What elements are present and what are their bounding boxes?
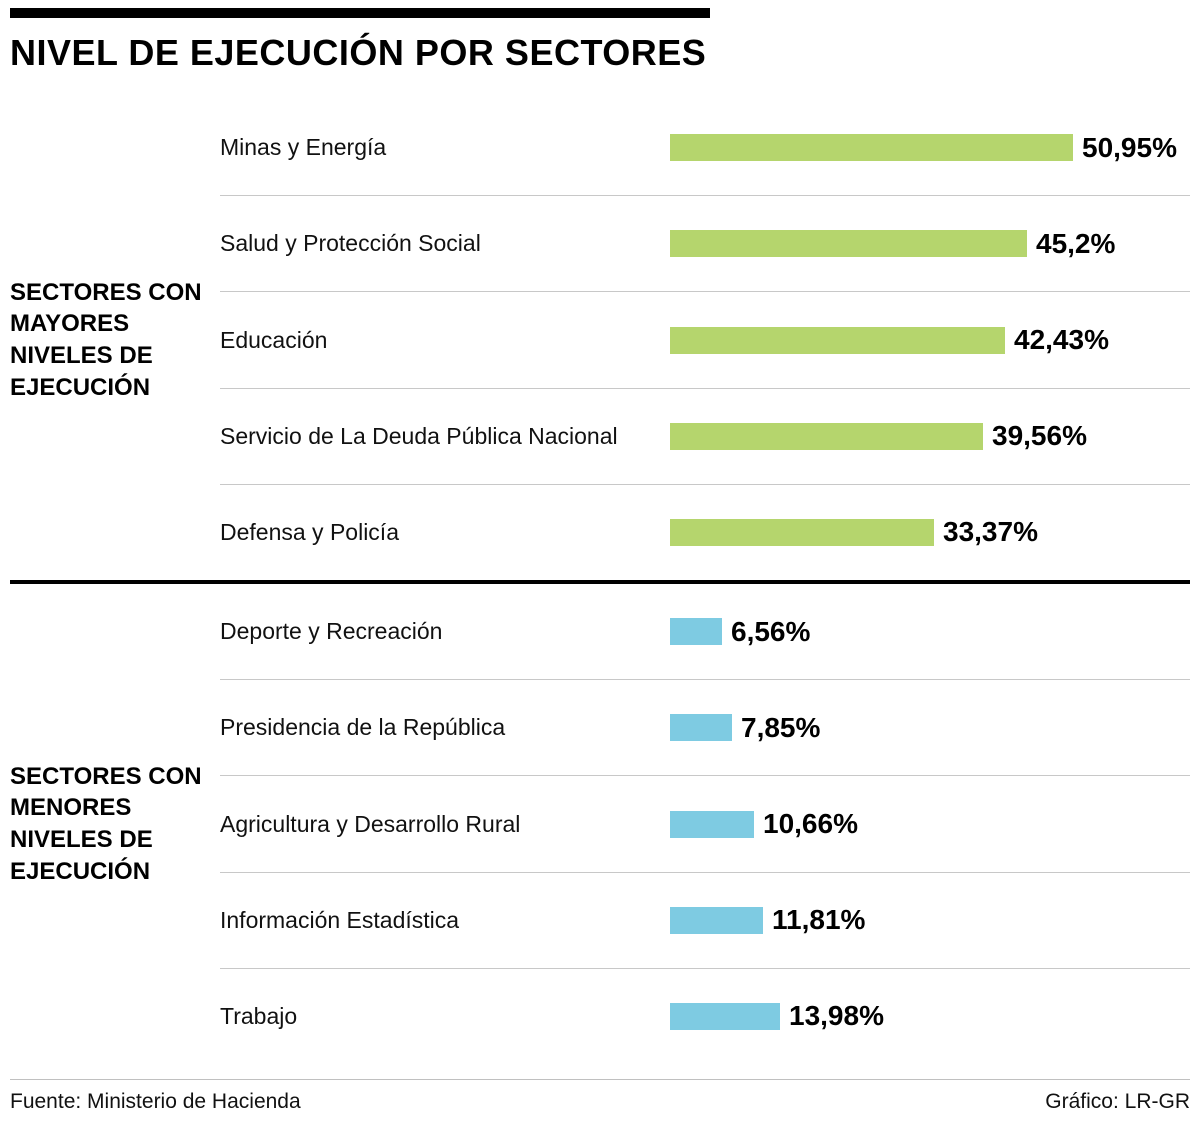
bar-area: 50,95%: [670, 132, 1190, 164]
group-mayores: SECTORES CON MAYORES NIVELES DE EJECUCIÓ…: [10, 100, 1190, 580]
bar-row: Trabajo 13,98%: [220, 969, 1190, 1064]
value-label: 50,95%: [1082, 131, 1177, 163]
bar-area: 42,43%: [670, 324, 1190, 356]
bar-area: 39,56%: [670, 420, 1190, 452]
bar-area: 45,2%: [670, 228, 1190, 260]
bar: [670, 714, 732, 742]
category-label: Defensa y Policía: [220, 518, 399, 545]
bar-area: 6,56%: [670, 616, 1190, 648]
bar: [670, 134, 1073, 162]
group-divider: [10, 580, 1190, 584]
graphic-credit: Gráfico: LR-GR: [1045, 1090, 1190, 1113]
chart-footer: Fuente: Ministerio de Hacienda Gráfico: …: [10, 1079, 1190, 1124]
category-label: Educación: [220, 326, 328, 353]
bar-area: 33,37%: [670, 516, 1190, 548]
value-label: 7,85%: [741, 711, 821, 743]
category-label: Deporte y Recreación: [220, 618, 443, 645]
category-label: Información Estadística: [220, 906, 460, 933]
bar-row: Educación 42,43%: [220, 292, 1190, 389]
bar-area: 10,66%: [670, 808, 1190, 840]
category-label: Presidencia de la República: [220, 714, 506, 741]
bar-row: Defensa y Policía 33,37%: [220, 485, 1190, 580]
bar-row: Minas y Energía 50,95%: [220, 100, 1190, 197]
bar-row: Agricultura y Desarrollo Rural 10,66%: [220, 776, 1190, 873]
bar-area: 11,81%: [670, 904, 1190, 936]
bar-row: Presidencia de la República 7,85%: [220, 680, 1190, 777]
value-label: 39,56%: [992, 420, 1087, 452]
bar: [670, 618, 722, 646]
bar-area: 13,98%: [670, 1000, 1190, 1032]
group-rows-menores: Deporte y Recreación 6,56% Presidencia de …: [220, 584, 1190, 1064]
category-label: Servicio de La Deuda Pública Nacional: [220, 422, 618, 449]
group-label-menores: SECTORES CON MENORES NIVELES DE EJECUCIÓ…: [10, 762, 202, 885]
category-label: Agricultura y Desarrollo Rural: [220, 810, 521, 837]
chart-title: NIVEL DE EJECUCIÓN POR SECTORES: [10, 32, 707, 73]
value-label: 6,56%: [731, 615, 811, 647]
bar: [670, 906, 763, 934]
group-rows-mayores: Minas y Energía 50,95% Salud y Protección …: [220, 100, 1190, 580]
group-label-mayores: SECTORES CON MAYORES NIVELES DE EJECUCIÓ…: [10, 278, 202, 401]
bar: [670, 518, 934, 546]
value-label: 42,43%: [1014, 324, 1109, 355]
group-menores: SECTORES CON MENORES NIVELES DE EJECUCIÓ…: [10, 584, 1190, 1064]
value-label: 13,98%: [789, 1000, 884, 1032]
value-label: 33,37%: [943, 516, 1038, 548]
bar: [670, 230, 1027, 258]
bar: [670, 810, 754, 838]
bar-row: Servicio de La Deuda Pública Nacional 39,…: [220, 389, 1190, 485]
value-label: 11,81%: [772, 904, 866, 936]
bar: [670, 326, 1005, 354]
bar-chart: SECTORES CON MAYORES NIVELES DE EJECUCIÓ…: [10, 100, 1190, 1077]
source-credit: Fuente: Ministerio de Hacienda: [10, 1090, 301, 1113]
bar-area: 7,85%: [670, 712, 1190, 744]
bar: [670, 422, 983, 450]
title-rule: [10, 8, 710, 18]
bar: [670, 1002, 780, 1030]
bar-row: Salud y Protección Social 45,2%: [220, 196, 1190, 293]
category-label: Trabajo: [220, 1002, 298, 1029]
category-label: Minas y Energía: [220, 134, 387, 161]
bar-row: Deporte y Recreación 6,56%: [220, 584, 1190, 681]
category-label: Salud y Protección Social: [220, 230, 481, 257]
value-label: 45,2%: [1036, 227, 1116, 259]
chart-header: NIVEL DE EJECUCIÓN POR SECTORES: [10, 8, 1190, 74]
bar-row: Información Estadística 11,81%: [220, 873, 1190, 969]
value-label: 10,66%: [763, 808, 858, 839]
